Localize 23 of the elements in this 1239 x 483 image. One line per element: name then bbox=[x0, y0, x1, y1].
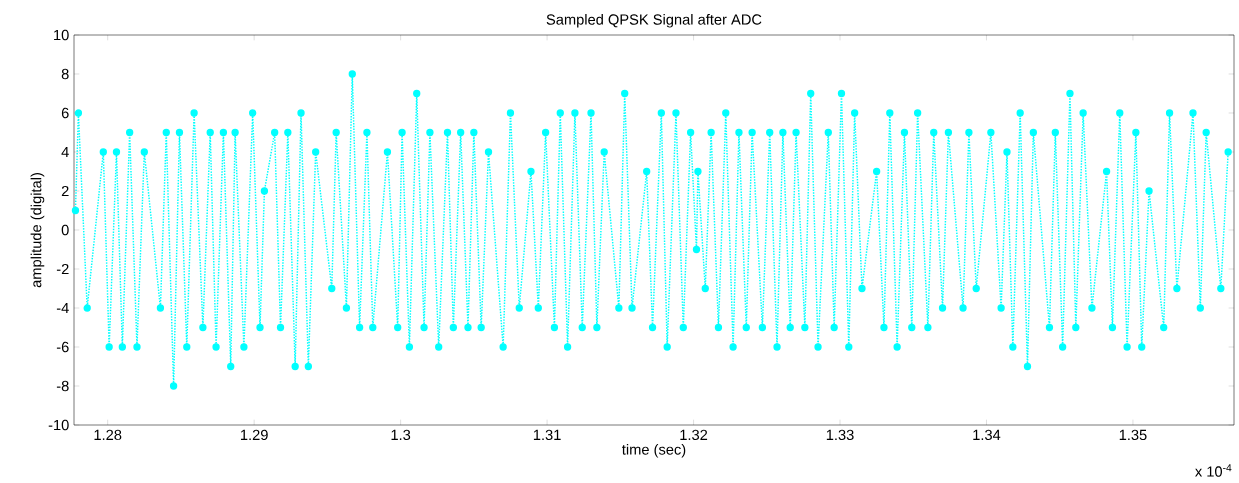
x-tick-label: 1.34 bbox=[973, 429, 1001, 441]
y-tick-label: -10 bbox=[48, 419, 69, 431]
chart-title: Sampled QPSK Signal after ADC bbox=[546, 13, 762, 28]
y-tick-label: -2 bbox=[56, 263, 69, 275]
y-axis-title: amplitude (digital) bbox=[30, 173, 45, 288]
y-tick-label: 0 bbox=[61, 224, 69, 236]
y-tick-label: 10 bbox=[54, 29, 69, 41]
y-tick-label: 4 bbox=[61, 146, 69, 158]
y-tick-label: -4 bbox=[56, 302, 69, 314]
y-tick-label: 2 bbox=[61, 185, 69, 197]
y-tick-label: -8 bbox=[56, 380, 69, 392]
x-tick-label: 1.32 bbox=[680, 429, 708, 441]
y-tick-label: -6 bbox=[56, 341, 69, 353]
x-tick-label: 1.35 bbox=[1119, 429, 1147, 441]
x-tick-label: 1.28 bbox=[94, 429, 122, 441]
y-tick-label: 6 bbox=[61, 107, 69, 119]
x-tick-label: 1.29 bbox=[240, 429, 268, 441]
x-tick-label: 1.31 bbox=[533, 429, 561, 441]
x-tick-label: 1.3 bbox=[391, 429, 411, 441]
text: x 10$^{-4}$ bbox=[1195, 464, 1232, 477]
x-tick-label: 1.33 bbox=[826, 429, 854, 441]
y-tick-label: 8 bbox=[61, 68, 69, 80]
x-axis-title: time (sec) bbox=[622, 443, 686, 458]
